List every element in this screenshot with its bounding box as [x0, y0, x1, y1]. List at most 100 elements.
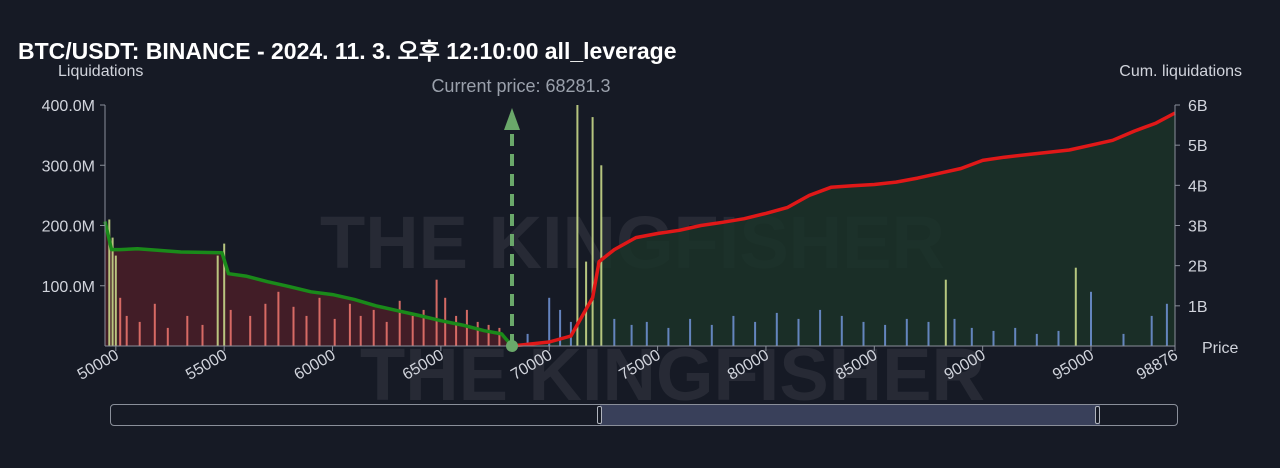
liquidation-bar — [1122, 333, 1125, 346]
current-price-dot — [505, 340, 518, 352]
liquidation-bar — [333, 318, 336, 346]
liquidation-bar — [385, 321, 388, 346]
liquidation-bar — [797, 318, 800, 346]
liquidation-bar — [927, 321, 930, 346]
x-tick-label: 50000 — [75, 347, 122, 384]
cum-liquidations-below-line — [103, 221, 514, 348]
liquidation-bar — [305, 315, 308, 346]
liquidation-bar — [1035, 333, 1038, 346]
x-axis-label: Price — [1202, 340, 1239, 357]
x-tick-label: 98876 — [1134, 347, 1181, 384]
liquidation-bar — [264, 303, 267, 346]
liquidation-bar — [970, 327, 973, 346]
liquidation-bar — [111, 237, 114, 346]
range-slider-left-handle[interactable] — [597, 406, 602, 424]
cum-liquidations-above-line — [511, 111, 1176, 348]
liquidation-bar — [944, 279, 947, 346]
current-price-arrow-head — [503, 108, 520, 130]
liquidation-bar — [348, 303, 351, 346]
liquidation-bar — [114, 255, 117, 346]
y-tick-label-right: 5B — [1188, 138, 1208, 155]
x-tick-label: 95000 — [1050, 347, 1097, 384]
liquidation-bar — [435, 279, 438, 346]
liquidation-bar — [689, 318, 692, 346]
watermark-text-lower: THE KINGFISHER — [360, 333, 985, 416]
liquidation-bar — [216, 255, 219, 346]
liquidation-bar — [1074, 267, 1077, 346]
liquidation-bar — [318, 297, 321, 346]
liquidation-bar — [201, 324, 204, 346]
y-tick-label-right: 1B — [1188, 299, 1208, 316]
liquidation-bar — [710, 324, 713, 346]
liquidation-bar — [498, 327, 501, 346]
liquidation-bar — [754, 321, 757, 346]
liquidation-bar — [862, 321, 865, 346]
liquidation-bar — [108, 219, 111, 346]
liquidation-bar — [1150, 315, 1153, 346]
liquidation-bar — [526, 333, 529, 346]
liquidation-bar — [613, 318, 616, 346]
y-tick-label-left: 400.0M — [42, 98, 95, 115]
liquidation-bar — [1165, 303, 1168, 346]
liquidation-bar — [953, 318, 956, 346]
liquidation-bar — [732, 315, 735, 346]
liquidation-bar — [411, 315, 414, 346]
liquidation-bar — [600, 165, 603, 347]
liquidation-bar — [166, 327, 169, 346]
liquidation-bar — [359, 315, 362, 346]
range-slider-window[interactable] — [600, 405, 1100, 425]
liquidation-bar — [1090, 291, 1092, 346]
liquidation-bar — [398, 300, 401, 346]
liquidation-bar — [372, 309, 375, 346]
liquidation-bar — [819, 309, 822, 346]
cum-above-area — [512, 113, 1175, 346]
liquidation-bar — [153, 303, 156, 346]
y-tick-label-left: 100.0M — [42, 279, 95, 296]
liquidation-bar — [487, 324, 490, 346]
liquidation-bar — [125, 315, 128, 346]
range-slider-right-handle[interactable] — [1095, 406, 1100, 424]
liquidation-bar — [840, 315, 843, 346]
liquidation-bar — [277, 291, 280, 346]
y-tick-label-right: 2B — [1188, 259, 1208, 276]
liquidation-bar — [585, 261, 588, 346]
liquidation-bar — [1057, 330, 1060, 346]
liquidation-bar — [591, 117, 594, 346]
liquidation-bar — [576, 105, 579, 346]
liquidation-bar — [223, 243, 226, 346]
y-tick-label-left: 300.0M — [42, 158, 95, 175]
y-axis-right-label: Cum. liquidations — [1119, 63, 1242, 80]
current-price-marker — [503, 108, 520, 352]
y-axis-left-label: Liquidations — [58, 63, 143, 80]
liquidation-bar — [775, 312, 778, 346]
liquidation-bar — [905, 318, 908, 346]
liquidation-bar — [476, 321, 479, 346]
liquidation-bars — [108, 105, 1168, 347]
liquidation-bar — [884, 324, 887, 346]
chart-title: BTC/USDT: BINANCE - 2024. 11. 3. 오후 12:1… — [18, 38, 677, 64]
x-tick-label: 60000 — [292, 347, 339, 384]
liquidation-bar — [667, 327, 670, 346]
liquidation-bar — [455, 315, 458, 346]
y-tick-label-right: 3B — [1188, 219, 1208, 236]
y-tick-label-left: 200.0M — [42, 219, 95, 236]
cum-lines — [103, 111, 1176, 348]
liquidation-bar — [249, 315, 252, 346]
x-tick-label: 55000 — [183, 347, 230, 384]
liquidation-bar — [186, 315, 189, 346]
liquidation-bar — [992, 330, 995, 346]
liquidation-bar — [229, 309, 232, 346]
liquidation-bar — [645, 321, 648, 346]
range-slider[interactable] — [110, 404, 1178, 426]
liquidation-bar — [1014, 327, 1017, 346]
y-tick-label-right: 6B — [1188, 98, 1208, 115]
current-price-label: Current price: 68281.3 — [431, 76, 610, 96]
liquidation-bar — [292, 306, 295, 346]
y-tick-label-right: 4B — [1188, 178, 1208, 195]
liquidation-bar — [630, 324, 633, 346]
liquidation-bar — [422, 309, 425, 346]
liquidation-bar — [138, 321, 141, 346]
liquidation-bar — [548, 297, 551, 346]
liquidation-bar — [559, 309, 562, 346]
